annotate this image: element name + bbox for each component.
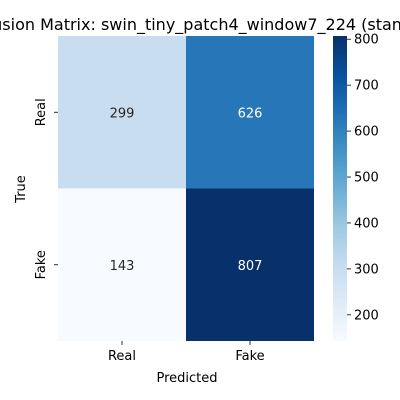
- colorbar-tick-label: 400: [354, 216, 379, 231]
- colorbar-tick-label: 600: [354, 125, 379, 140]
- cell-value-label: 143: [110, 259, 135, 274]
- cell-value-label: 807: [238, 259, 263, 274]
- chart-title: Confusion Matrix: swin_tiny_patch4_windo…: [0, 15, 400, 35]
- colorbar-tick-label: 300: [354, 262, 379, 277]
- colorbar-tick-label: 700: [354, 79, 379, 94]
- colorbar-tick-label: 800: [354, 33, 379, 48]
- cell-value-label: 626: [238, 106, 263, 121]
- colorbar: [333, 36, 347, 341]
- x-axis-label: Predicted: [156, 371, 217, 386]
- y-tick-label: Real: [34, 98, 49, 126]
- y-tick-label: Fake: [34, 250, 49, 279]
- heatmap-cells: 299 626 143 807: [58, 36, 314, 341]
- y-axis-label: True: [14, 175, 29, 204]
- colorbar-tick-label: 500: [354, 171, 379, 186]
- cell-value-label: 299: [110, 106, 135, 121]
- colorbar-tick-label: 200: [354, 308, 379, 323]
- colorbar-ticks: 200 300 400 500 600 700 800: [347, 33, 379, 324]
- x-tick-label: Real: [108, 349, 136, 364]
- x-tick-label: Fake: [235, 349, 264, 364]
